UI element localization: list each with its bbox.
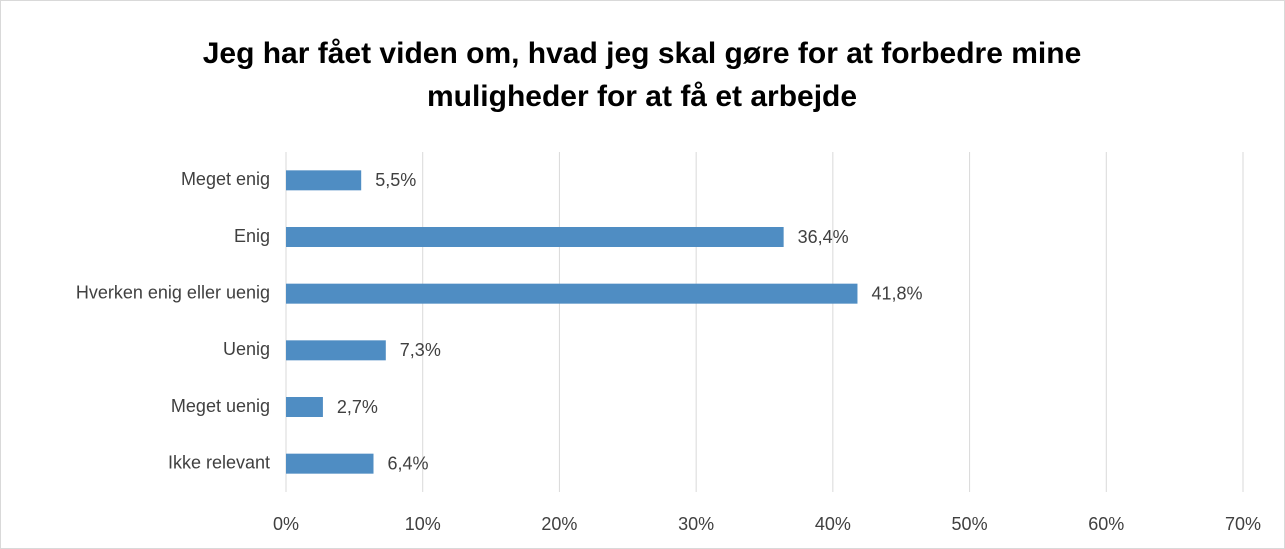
y-tick-label: Uenig (223, 339, 270, 359)
bar (286, 397, 323, 417)
bar (286, 340, 386, 361)
value-label: 5,5% (375, 170, 416, 190)
value-label: 36,4% (798, 227, 849, 247)
y-tick-label: Hverken enig eller uenig (76, 282, 270, 302)
x-tick-label: 0% (273, 514, 299, 534)
value-label: 7,3% (400, 340, 441, 360)
x-tick-label: 70% (1225, 514, 1261, 534)
y-tick-label: Meget uenig (171, 396, 270, 416)
y-tick-label: Meget enig (181, 169, 270, 189)
value-label: 41,8% (871, 283, 922, 303)
bar (286, 453, 374, 474)
x-tick-label: 30% (678, 514, 714, 534)
chart-title: Jeg har fået viden om, hvad jeg skal gør… (202, 37, 1082, 113)
x-tick-label: 40% (815, 514, 851, 534)
x-tick-label: 20% (541, 514, 577, 534)
bar (286, 227, 784, 247)
value-label: 2,7% (337, 397, 378, 417)
value-label: 6,4% (387, 453, 428, 473)
y-tick-label: Ikke relevant (168, 452, 270, 472)
x-tick-label: 10% (405, 514, 441, 534)
x-tick-label: 50% (952, 514, 988, 534)
bar (286, 170, 362, 191)
x-tick-label: 60% (1088, 514, 1124, 534)
y-tick-label: Enig (234, 226, 270, 246)
bar (286, 283, 858, 304)
